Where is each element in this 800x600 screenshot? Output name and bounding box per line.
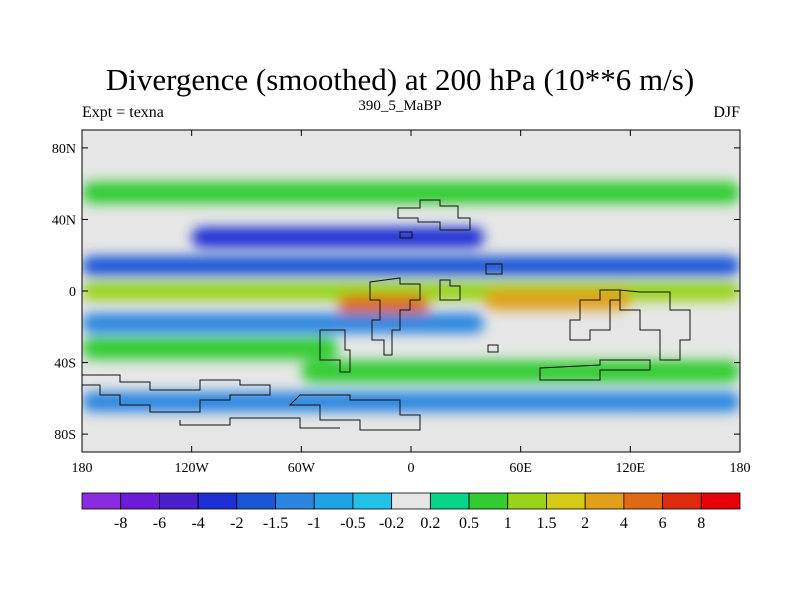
colorbar-swatch (120, 492, 160, 510)
colorbar-label: 0.2 (420, 515, 440, 532)
divergence-band-7 (82, 337, 338, 360)
colorbar-swatch (236, 492, 276, 510)
colorbar-label: 4 (620, 515, 628, 532)
colorbar-label: -1.5 (263, 515, 288, 532)
season-label: DJF (713, 104, 740, 121)
colorbar-swatch (429, 492, 470, 510)
colorbar-label: 8 (697, 515, 705, 532)
colorbar-swatch (313, 492, 354, 510)
colorbar-label: -0.2 (379, 515, 404, 532)
colorbar-label: 1 (504, 515, 512, 532)
colorbar: -8 -6 -4 -2 -1.5 -1 -0.5 -0.2 0.2 0.5 1 1.5 2 4 6 8 (81, 492, 741, 532)
colorbar-swatch (352, 492, 393, 510)
colorbar-label: -1 (308, 515, 321, 532)
divergence-band-0 (82, 181, 740, 204)
x-tick-label: 0 (408, 461, 415, 476)
y-tick-label: 80N (52, 142, 76, 157)
x-tick-label: 60E (509, 461, 532, 476)
colorbar-label: 0.5 (459, 515, 479, 532)
colorbar-label: -2 (230, 515, 243, 532)
colorbar-swatch (507, 492, 547, 510)
divergence-band-2 (82, 255, 740, 276)
colorbar-swatch (81, 492, 122, 510)
colorbar-label: 2 (581, 515, 589, 532)
y-tick-label: 80S (54, 428, 76, 443)
colorbar-swatch (159, 492, 199, 510)
colorbar-swatch (275, 492, 315, 510)
colorbar-label: -4 (191, 515, 204, 532)
divergence-band-4 (484, 289, 631, 310)
coastlines (82, 199, 691, 431)
divergence-band-5 (337, 295, 430, 316)
y-tick-label: 40N (52, 213, 76, 228)
x-tick-label: 60W (288, 461, 316, 476)
y-tick-label: 40S (54, 357, 76, 372)
x-tick-label: 180 (730, 461, 751, 476)
colorbar-swatch (700, 492, 741, 510)
colorbar-label: -8 (114, 515, 127, 532)
y-tick-label: 0 (69, 285, 76, 300)
divergence-band-8 (301, 360, 740, 383)
colorbar-swatch (662, 492, 702, 510)
colorbar-label: -6 (153, 515, 166, 532)
colorbar-swatch (468, 492, 509, 510)
colorbar-label: -0.5 (340, 515, 365, 532)
x-axis-ticks: 180 120W 60W 0 60E 120E 180 (72, 130, 751, 476)
y-axis-ticks: 80N 40N 0 40S 80S (52, 142, 740, 443)
experiment-label: Expt = texna (82, 104, 164, 121)
colorbar-swatch (584, 492, 625, 510)
colorbar-swatch (197, 492, 238, 510)
map-field (82, 130, 740, 452)
x-tick-label: 120W (175, 461, 210, 476)
colorbar-swatch (391, 492, 431, 510)
colorbar-label: 1.5 (536, 515, 556, 532)
chart-title: Divergence (smoothed) at 200 hPa (10**6 … (105, 62, 695, 97)
colorbar-label: 6 (659, 515, 667, 532)
x-tick-label: 180 (72, 461, 93, 476)
divergence-band-6 (82, 313, 485, 334)
divergence-band-9 (82, 391, 740, 412)
colorbar-swatch (546, 492, 586, 510)
x-tick-label: 120E (616, 461, 646, 476)
run-label: 390_5_MaBP (358, 98, 442, 114)
colorbar-swatch (623, 492, 663, 510)
